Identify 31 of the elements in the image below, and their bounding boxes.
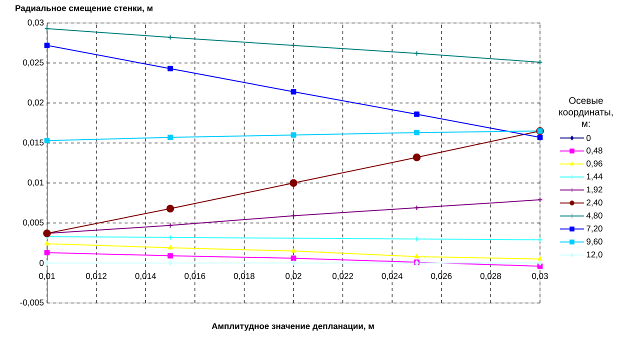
legend-label: 9,60: [586, 238, 602, 246]
x-tick-label: 0,02: [286, 273, 302, 280]
y-tick-label: 0,025: [23, 59, 44, 67]
legend-label: 4,80: [586, 212, 602, 220]
x-axis-title: Амплитудное значение депланации, м: [212, 323, 374, 331]
x-tick-label: 0,028: [480, 273, 501, 280]
x-tick-label: 0,012: [86, 273, 107, 280]
legend-label: 12,0: [586, 251, 602, 259]
y-tick-label: 0,01: [28, 179, 44, 187]
legend-label: 2,40: [586, 199, 602, 207]
y-tick-label: 0: [40, 260, 44, 266]
x-tick-label: 0,022: [332, 273, 354, 280]
legend-label: 7,20: [586, 225, 602, 233]
x-tick-label: 0,016: [184, 273, 206, 280]
y-tick-label: 0,03: [28, 19, 44, 27]
legend-label: 1,92: [586, 186, 602, 194]
y-tick-label: 0,02: [28, 99, 44, 107]
x-tick-label: 0,03: [532, 273, 548, 280]
x-tick-label: 0,018: [234, 273, 254, 280]
x-tick-label: 0,014: [135, 273, 156, 280]
y-tick-label: 0,005: [23, 219, 44, 227]
y-tick-label: 0,015: [23, 139, 44, 147]
chart-title: Радиальное смещение стенки, м: [16, 5, 152, 13]
x-tick-label: 0,026: [431, 273, 452, 280]
legend-label: 0: [586, 134, 591, 142]
x-tick-label: 0,024: [382, 273, 402, 280]
legend-title: Осевые координаты, м:: [559, 97, 613, 127]
y-tick-label: -0,005: [20, 299, 44, 307]
legend-label: 1,44: [586, 174, 603, 180]
legend-label: 0,96: [586, 160, 602, 168]
legend-label: 0,48: [586, 147, 602, 155]
